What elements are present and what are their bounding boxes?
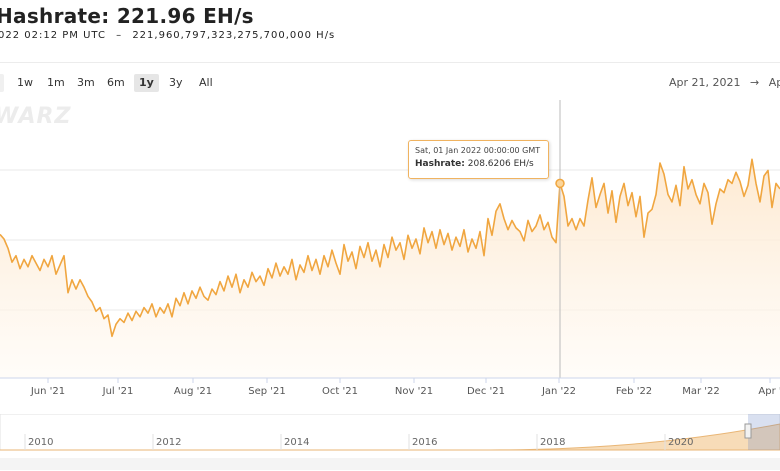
hover-point-marker — [555, 178, 565, 189]
navigator-handle-left[interactable] — [744, 423, 752, 439]
range-button-partial[interactable] — [0, 74, 4, 92]
series-line-hashrate[interactable] — [0, 158, 780, 338]
chart-header: Hashrate: 221.96 EH/s 022 02:12 PM UTC –… — [0, 0, 780, 52]
x-tick-label: Aug '21 — [174, 386, 212, 397]
tooltip-label: Hashrate: — [415, 159, 465, 169]
tooltip-date: Sat, 01 Jan 2022 00:00:00 GMT — [415, 146, 541, 155]
x-tick-label: Feb '22 — [616, 386, 652, 397]
range-button-1y[interactable]: 1y — [134, 74, 159, 92]
page-title: Hashrate: 221.96 EH/s — [0, 4, 254, 28]
x-tick-label: Sep '21 — [248, 386, 286, 397]
x-tick-label: Dec '21 — [467, 386, 505, 397]
navigator-tick-label: 2018 — [540, 437, 565, 448]
navigator-tick-label: 2012 — [156, 437, 181, 448]
timestamp-line: 022 02:12 PM UTC – 221,960,797,323,275,7… — [0, 30, 335, 41]
subtitle-separator: – — [116, 30, 123, 41]
navigator-area — [0, 423, 780, 451]
range-button-all[interactable]: All — [199, 76, 213, 89]
exact-hashrate: 221,960,797,323,275,700,000 H/s — [132, 30, 336, 41]
tooltip-row: Hashrate: 208.6206 EH/s — [415, 159, 534, 169]
date-range-separator: → — [750, 76, 760, 89]
navigator-tick-label: 2020 — [668, 437, 693, 448]
navigator-selection[interactable] — [748, 414, 780, 450]
chart-tooltip: Sat, 01 Jan 2022 00:00:00 GMT Hashrate: … — [408, 140, 549, 179]
series-area — [0, 159, 780, 378]
watermark-logo: WARZ — [0, 104, 72, 129]
range-button-1w[interactable]: 1w — [17, 76, 33, 89]
navigator-tick-label: 2010 — [28, 437, 53, 448]
range-button-1m[interactable]: 1m — [47, 76, 65, 89]
x-tick-label: Jun '21 — [30, 386, 65, 397]
navigator-tick-label: 2014 — [284, 437, 309, 448]
date-range-from[interactable]: Apr 21, 2021 — [669, 76, 741, 89]
range-button-3m[interactable]: 3m — [77, 76, 95, 89]
navigator-chart[interactable]: 2010 2012 2014 2016 2018 2020 — [0, 414, 780, 458]
x-tick-label: Apr ' — [758, 386, 780, 397]
range-button-6m[interactable]: 6m — [107, 76, 125, 89]
range-button-3y[interactable]: 3y — [169, 76, 183, 89]
tooltip-value: 208.6206 EH/s — [467, 159, 534, 169]
date-range: Apr 21, 2021 → Apr 2 — [669, 76, 780, 89]
x-tick-label: Jul '21 — [102, 386, 134, 397]
navigator-tick-label: 2016 — [412, 437, 437, 448]
x-tick-label: Mar '22 — [682, 386, 720, 397]
date-range-to[interactable]: Apr 2 — [768, 76, 780, 89]
hashrate-chart[interactable]: Jun '21 Jul '21 Aug '21 Sep '21 Oct '21 Nov '… — [0, 100, 780, 400]
navigator-scrollbar[interactable] — [0, 458, 780, 470]
x-tick-label: Nov '21 — [395, 386, 433, 397]
timestamp: 022 02:12 PM UTC — [0, 30, 106, 41]
x-tick-label: Oct '21 — [322, 386, 358, 397]
x-tick-label: Jan '22 — [541, 386, 576, 397]
